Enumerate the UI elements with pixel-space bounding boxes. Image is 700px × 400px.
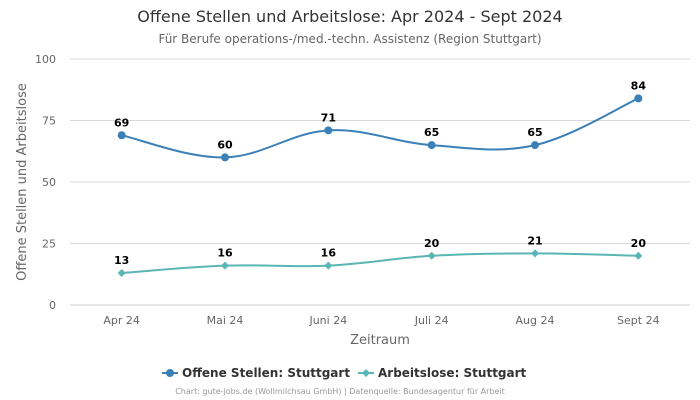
data-point [324,261,333,270]
data-point [634,251,643,260]
data-point [221,261,229,270]
data-label: 20 [424,237,440,250]
chart-title: Offene Stellen und Arbeitslose: Apr 2024… [137,7,562,26]
legend-label: Offene Stellen: Stuttgart [182,366,350,380]
data-point [427,251,436,260]
series-offene-stellen: 69 60 71 65 65 84 [114,79,647,162]
data-label: 71 [321,111,336,124]
legend[interactable]: Offene Stellen: Stuttgart Arbeitslose: St… [162,366,527,380]
legend-item[interactable]: Arbeitslose: Stuttgart [358,366,527,380]
data-label: 65 [527,126,542,139]
y-axis: 0 25 50 75 100 [35,53,56,312]
y-tick-label: 0 [49,299,56,312]
data-point [531,249,539,258]
data-point [531,141,539,150]
data-point [324,126,333,135]
data-label: 69 [114,116,129,129]
x-tick-label: Juni 24 [308,314,347,327]
data-point [634,94,643,103]
series-line [121,252,639,275]
y-axis-title: Offene Stellen und Arbeitslose [15,83,30,281]
series-layer: 69 60 71 65 65 84 13 16 16 20 21 20 [114,79,647,278]
series-line [121,97,639,159]
chart-credits: Chart: gute-jobs.de (Wollmilchsau GmbH) … [175,387,505,396]
data-label: 16 [217,247,233,260]
data-label: 13 [114,254,129,267]
y-tick-label: 50 [42,176,56,189]
x-tick-label: Aug 24 [516,314,555,327]
y-tick-label: 75 [42,115,56,128]
legend-marker [166,369,174,377]
x-axis: Apr 24 Mai 24 Juni 24 Juli 24 Aug 24 Sept 24 [70,304,690,327]
x-axis-title: Zeitraum [350,333,410,348]
data-point [117,131,126,140]
legend-item[interactable]: Offene Stellen: Stuttgart [162,366,350,380]
chart-subtitle: Für Berufe operations-/med.-techn. Assis… [158,32,541,46]
data-point [221,153,229,162]
data-label: 84 [631,79,647,92]
data-label: 16 [321,247,337,260]
data-label: 21 [527,234,542,247]
data-label: 20 [631,237,647,250]
series-arbeitslose: 13 16 16 20 21 20 [114,234,647,278]
x-tick-label: Apr 24 [103,314,140,327]
gridlines [70,58,690,306]
data-point [117,269,126,278]
x-tick-label: Sept 24 [617,314,660,327]
y-tick-label: 100 [35,53,56,66]
legend-label: Arbeitslose: Stuttgart [378,366,527,380]
data-label: 60 [217,138,233,151]
x-tick-label: Juli 24 [414,314,449,327]
legend-marker [362,369,370,377]
y-tick-label: 25 [42,238,56,251]
x-tick-label: Mai 24 [207,314,244,327]
data-point [427,141,436,150]
data-label: 65 [424,126,439,139]
